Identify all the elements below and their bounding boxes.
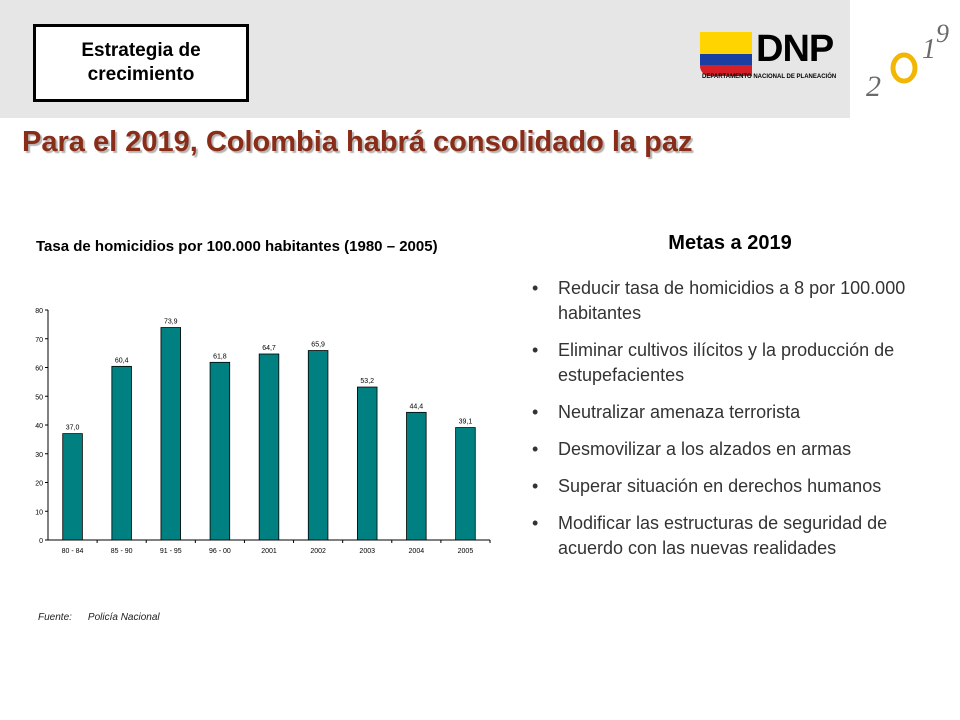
dnp-logo-subtext: DEPARTAMENTO NACIONAL DE PLANEACIÓN bbox=[702, 74, 837, 80]
x-tick-label: 2003 bbox=[359, 548, 375, 555]
bar bbox=[307, 350, 329, 541]
homicide-rate-bar-chart: 0 10 20 30 40 50 60 70 80 37,0 80 - 84 60,4 85 - 90 7… bbox=[35, 308, 491, 555]
strategy-label: Estrategia de crecimiento bbox=[33, 24, 249, 102]
bar-value-label: 73,9 bbox=[164, 319, 178, 326]
x-tick-label: 2005 bbox=[458, 548, 474, 555]
bar-value-label: 60,4 bbox=[115, 357, 129, 364]
y-tick-label: 0 bbox=[39, 538, 43, 545]
goals-heading: Metas a 2019 bbox=[668, 232, 792, 254]
dnp-logo-text: DNP bbox=[756, 28, 834, 70]
header-logo-area bbox=[850, 0, 960, 118]
x-tick-label: 80 - 84 bbox=[62, 548, 84, 555]
y-tick-label: 40 bbox=[35, 423, 43, 430]
source-value: Policía Nacional bbox=[87, 612, 160, 623]
year-digit-2: 2 bbox=[866, 70, 881, 103]
goals-list: • Reducir tasa de homicidios a 8 por 100.… bbox=[532, 276, 932, 573]
bar bbox=[406, 411, 427, 541]
bar-value-label: 37,0 bbox=[66, 425, 80, 432]
year-digit-1: 1 bbox=[922, 34, 936, 65]
y-tick-label: 10 bbox=[35, 509, 43, 516]
bullet-icon: • bbox=[532, 439, 539, 459]
goal-item: • Neutralizar amenaza terrorista bbox=[532, 400, 932, 425]
bar bbox=[356, 386, 378, 541]
goal-text: Modificar las estructuras de seguridad d… bbox=[558, 513, 888, 558]
x-tick-label: 2001 bbox=[261, 548, 277, 555]
bar bbox=[62, 433, 83, 541]
goal-item: • Eliminar cultivos ilícitos y la producc… bbox=[532, 338, 932, 388]
y-tick-label: 80 bbox=[35, 308, 43, 315]
y-tick-label: 70 bbox=[35, 337, 43, 344]
x-tick-label: 2002 bbox=[310, 548, 326, 555]
bar bbox=[160, 327, 181, 541]
year-digit-9: 9 bbox=[936, 19, 949, 48]
bar-value-label: 44,4 bbox=[410, 403, 424, 410]
source-label: Fuente: bbox=[38, 612, 72, 623]
goal-text: Superar situación en derechos humanos bbox=[558, 476, 882, 496]
x-tick-label: 2004 bbox=[409, 548, 425, 555]
bar bbox=[455, 427, 476, 541]
chart-title: Tasa de homicidios por 100.000 habitante… bbox=[36, 238, 438, 255]
bar-value-label: 61,8 bbox=[213, 353, 227, 360]
bullet-icon: • bbox=[532, 476, 539, 496]
goal-text: Neutralizar amenaza terrorista bbox=[558, 402, 801, 422]
bar bbox=[111, 365, 132, 541]
dnp-logo: DNP DEPARTAMENTO NACIONAL DE PLANEACIÓN bbox=[700, 28, 845, 82]
y-tick-label: 30 bbox=[35, 452, 43, 459]
year-digit-0 bbox=[890, 52, 918, 84]
bar-value-label: 65,9 bbox=[311, 342, 325, 349]
bar bbox=[209, 361, 231, 541]
bar-value-label: 53,2 bbox=[360, 378, 374, 385]
goal-item: • Desmovilizar a los alzados en armas bbox=[532, 437, 932, 462]
goal-text: Desmovilizar a los alzados en armas bbox=[558, 439, 852, 459]
bullet-icon: • bbox=[532, 278, 539, 298]
bar-value-label: 64,7 bbox=[262, 345, 276, 352]
goal-item: • Modificar las estructuras de seguridad … bbox=[532, 511, 932, 561]
goal-text: Eliminar cultivos ilícitos y la producci… bbox=[558, 340, 895, 385]
colombia-flag-icon bbox=[700, 32, 752, 76]
goal-item: • Superar situación en derechos humanos bbox=[532, 474, 932, 499]
x-tick-label: 85 - 90 bbox=[111, 548, 133, 555]
goal-item: • Reducir tasa de homicidios a 8 por 100.… bbox=[532, 276, 932, 326]
y-tick-label: 20 bbox=[35, 481, 43, 488]
bar-value-label: 39,1 bbox=[459, 419, 473, 426]
y-tick-label: 60 bbox=[35, 366, 43, 373]
goal-text: Reducir tasa de homicidios a 8 por 100.0… bbox=[558, 278, 906, 323]
bullet-icon: • bbox=[532, 513, 539, 533]
bullet-icon: • bbox=[532, 402, 539, 422]
chart-source: Fuente: Policía Nacional bbox=[38, 612, 176, 623]
x-tick-label: 96 - 00 bbox=[209, 548, 231, 555]
slide-title: Para el 2019, Colombia habrá consolidado… bbox=[22, 126, 693, 158]
bullet-icon: • bbox=[532, 340, 539, 360]
y-tick-label: 50 bbox=[35, 394, 43, 401]
x-tick-label: 91 - 95 bbox=[160, 548, 182, 555]
bar bbox=[258, 353, 280, 541]
year-2019-logo: 2 1 9 bbox=[866, 19, 949, 103]
